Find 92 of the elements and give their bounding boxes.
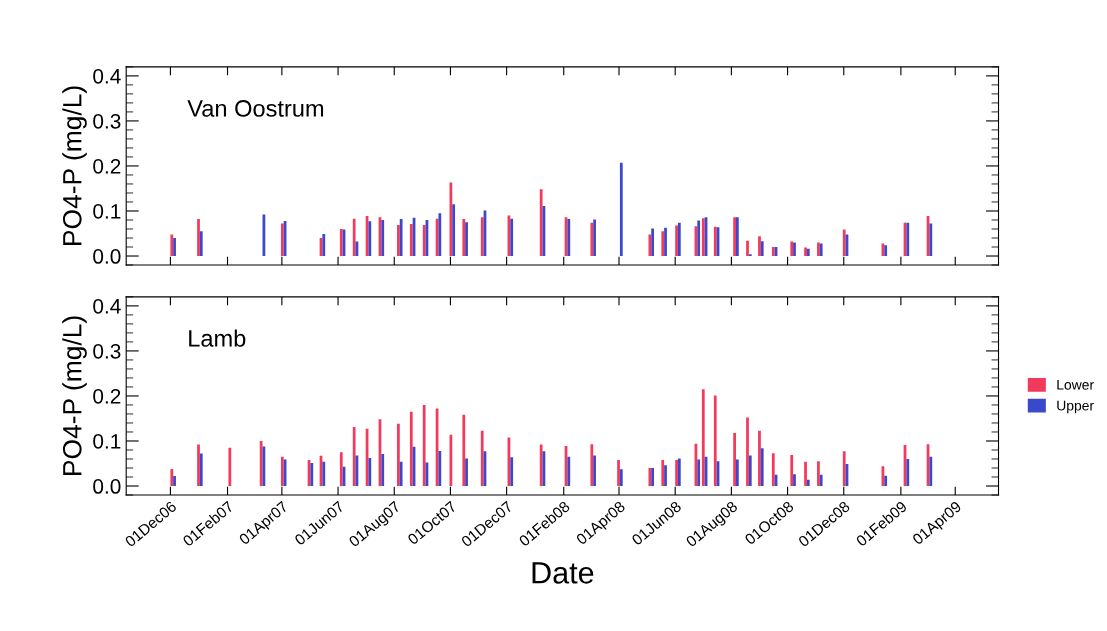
legend-label: Upper — [1057, 400, 1094, 414]
bar — [397, 423, 400, 487]
bar — [368, 458, 372, 487]
bar — [758, 236, 761, 257]
bar — [804, 461, 807, 487]
bar — [746, 417, 749, 487]
bar — [510, 457, 514, 487]
bar — [228, 447, 232, 487]
bar — [322, 461, 326, 487]
bar — [842, 451, 846, 487]
bar — [697, 459, 701, 487]
bar — [197, 219, 200, 257]
bar — [539, 189, 543, 257]
bar — [760, 241, 764, 257]
bar — [368, 221, 372, 257]
bar — [259, 440, 263, 487]
bar — [619, 469, 623, 487]
y-axis-title: PO4-P (mg/L) — [62, 86, 87, 245]
bar — [748, 455, 752, 487]
bar — [462, 414, 466, 487]
y-tick-label: 0.2 — [93, 388, 121, 404]
bar — [170, 234, 174, 257]
bar — [170, 468, 174, 487]
bar — [480, 217, 484, 257]
bar — [352, 218, 356, 257]
bar — [322, 233, 326, 257]
y-tick-label: 0.1 — [93, 433, 121, 449]
text: Van Oostrum — [187, 100, 324, 117]
bar — [409, 224, 413, 257]
bar — [664, 465, 667, 487]
bar — [713, 395, 717, 487]
bar — [619, 162, 623, 257]
y-tick-label: 0.4 — [93, 68, 121, 84]
bar — [617, 459, 620, 487]
bar — [399, 461, 403, 487]
y-tick-label: 0.3 — [93, 343, 121, 359]
bar — [593, 455, 596, 487]
bar — [397, 224, 400, 257]
bar — [197, 444, 200, 487]
y-axis-title: PO4-P (mg/L) — [62, 316, 87, 475]
bar — [381, 454, 385, 487]
y-tick-label: 0.4 — [93, 298, 121, 314]
bar — [465, 458, 468, 487]
bar — [339, 452, 343, 487]
bar — [409, 411, 413, 487]
bar — [438, 450, 442, 487]
bar — [438, 213, 442, 257]
bar — [352, 427, 356, 487]
y-tick-label: 0.1 — [93, 203, 121, 219]
bar — [664, 227, 667, 257]
bar — [771, 453, 775, 487]
bar — [929, 223, 933, 257]
bar — [310, 463, 314, 487]
bar — [539, 444, 543, 487]
bar — [733, 432, 736, 487]
bar — [793, 474, 796, 487]
bar — [480, 430, 484, 487]
bar — [758, 430, 761, 487]
bar — [651, 228, 655, 257]
bar — [661, 231, 665, 257]
y-tick-label: 0.0 — [93, 249, 121, 264]
bar — [199, 231, 203, 257]
bar — [817, 461, 820, 487]
bar — [884, 475, 888, 487]
y-tick-label: 0.3 — [93, 113, 121, 129]
bar — [760, 448, 764, 487]
x-axis-title: Date — [532, 562, 594, 584]
bar — [399, 219, 403, 257]
bar — [590, 444, 594, 487]
bar — [173, 238, 176, 257]
bar — [452, 204, 456, 257]
text: Lamb — [189, 329, 246, 347]
bar — [697, 220, 701, 257]
bar — [906, 459, 910, 487]
bar — [422, 404, 426, 487]
bar — [790, 454, 794, 487]
bar — [806, 479, 810, 487]
bar — [746, 240, 749, 257]
bar — [567, 456, 571, 487]
bar — [819, 474, 823, 487]
bar — [648, 234, 652, 257]
bar — [929, 456, 933, 487]
y-tick-label: 0.2 — [93, 158, 121, 174]
y-tick-label: 0.0 — [93, 479, 121, 494]
bar — [199, 453, 203, 487]
legend-label: Lower — [1057, 380, 1094, 390]
bar — [173, 476, 176, 487]
bar — [701, 389, 705, 487]
bar — [842, 229, 846, 257]
bar — [735, 459, 739, 487]
bar — [661, 459, 665, 487]
bar — [422, 224, 426, 257]
